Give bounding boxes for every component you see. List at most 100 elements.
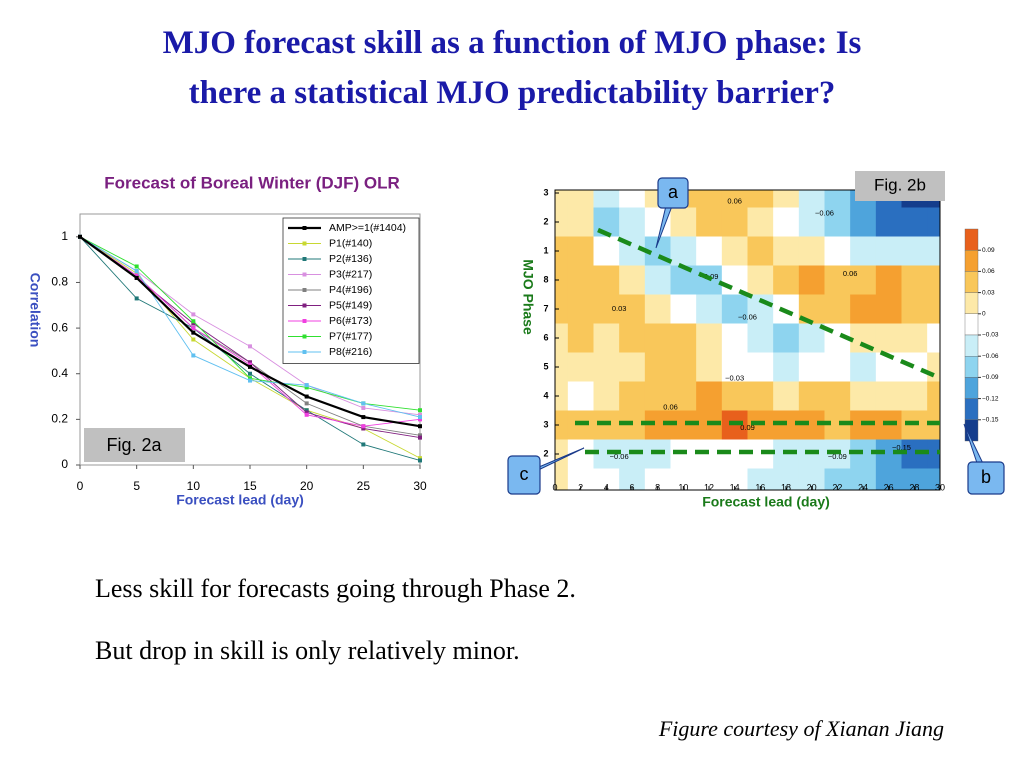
contour-label: −0.06 (610, 452, 629, 461)
field-cell (670, 265, 697, 296)
field-cell (555, 190, 569, 209)
legend-label: AMP>=1(#1404) (329, 222, 406, 234)
field-cell (824, 236, 851, 267)
point (191, 312, 196, 317)
contour-label: −0.06 (738, 313, 757, 322)
legend-label: P2(#136) (329, 253, 372, 265)
colorbar-swatch (964, 377, 979, 399)
field-cell (850, 294, 877, 325)
field-cell (670, 410, 697, 441)
field-cell (875, 265, 903, 296)
colorbar-label: 0.09 (982, 247, 995, 254)
slide-title: MJO forecast skill as a function of MJO … (162, 25, 862, 61)
point (248, 344, 252, 349)
legend-label: P8(#216) (329, 346, 372, 358)
y-tick-label: 5 (543, 361, 548, 371)
field-cell (619, 207, 646, 238)
callout-label: a (668, 182, 679, 202)
point (248, 362, 252, 367)
contour-label: 0.06 (843, 269, 858, 278)
point (134, 269, 139, 274)
colorbar-swatch (964, 249, 979, 272)
point (418, 458, 422, 463)
point (248, 360, 252, 365)
callout-label: c (520, 464, 529, 484)
field-cell (747, 381, 774, 412)
field-cell (773, 190, 800, 209)
field-cell (696, 323, 723, 354)
field-cell (824, 265, 851, 296)
field-cell (773, 236, 800, 267)
colorbar-swatch (964, 356, 979, 378)
field-cell (721, 236, 749, 267)
field-cell (773, 468, 800, 490)
colorbar-label: −0.09 (982, 374, 999, 381)
field-cell (593, 468, 620, 490)
y-tick-label: 3 (543, 419, 548, 429)
legend-marker (302, 319, 307, 323)
point (304, 385, 309, 390)
fig-label-box (84, 428, 185, 462)
field-cell (824, 381, 851, 412)
legend-label: P7(#177) (329, 330, 372, 342)
field-cell (593, 439, 620, 470)
field-cell (850, 352, 877, 383)
point (361, 424, 366, 429)
field-cell (721, 265, 749, 296)
field-cell (773, 207, 800, 238)
field-cell (721, 381, 749, 412)
field-cell (850, 381, 877, 412)
colorbar-label: 0.06 (982, 268, 995, 275)
point (78, 234, 82, 239)
x-tick-label: 18 (781, 482, 791, 492)
colorbar-label: −0.03 (982, 332, 999, 339)
legend-label: P1(#140) (329, 237, 372, 249)
contour-label: 0.03 (612, 304, 627, 313)
colorbar-label: 0 (982, 311, 986, 318)
point (361, 442, 366, 447)
field-cell (696, 352, 723, 383)
y-tick-label: 0.2 (51, 412, 68, 426)
field-cell (901, 323, 928, 354)
field-cell (670, 468, 697, 490)
contour-label: −0.15 (892, 443, 911, 452)
field-cell (619, 381, 646, 412)
field-cell (593, 294, 620, 325)
x-tick-label: 14 (730, 482, 740, 492)
field-cell (567, 190, 595, 209)
field-cell (824, 207, 851, 238)
field-cell (927, 236, 940, 267)
y-tick-label: 1 (61, 229, 68, 243)
contour-label: 0.06 (663, 403, 678, 412)
field-cell (696, 236, 723, 267)
point (418, 435, 422, 440)
field-cell (875, 468, 903, 490)
field-cell (696, 468, 723, 490)
x-tick-label: 24 (858, 482, 868, 492)
field-cell (567, 352, 595, 383)
field-cell (644, 439, 672, 470)
field-cell (555, 207, 569, 238)
point (134, 273, 139, 278)
field-cell (798, 410, 826, 441)
field-cell (696, 439, 723, 470)
field-cell (773, 352, 800, 383)
field-cell (721, 207, 749, 238)
point (361, 401, 366, 406)
field-cell (696, 381, 723, 412)
point (418, 424, 422, 429)
field-cell (555, 323, 569, 354)
legend-marker (302, 226, 307, 230)
field-cell (875, 236, 903, 267)
field-cell (927, 468, 940, 490)
field-cell (670, 236, 697, 267)
field-cell (747, 323, 774, 354)
field-cell (747, 207, 774, 238)
legend-marker (302, 272, 307, 277)
field-cell (619, 410, 646, 441)
field-cell (619, 439, 646, 470)
legend-marker (302, 241, 307, 246)
point (304, 410, 309, 415)
field-cell (593, 410, 620, 441)
